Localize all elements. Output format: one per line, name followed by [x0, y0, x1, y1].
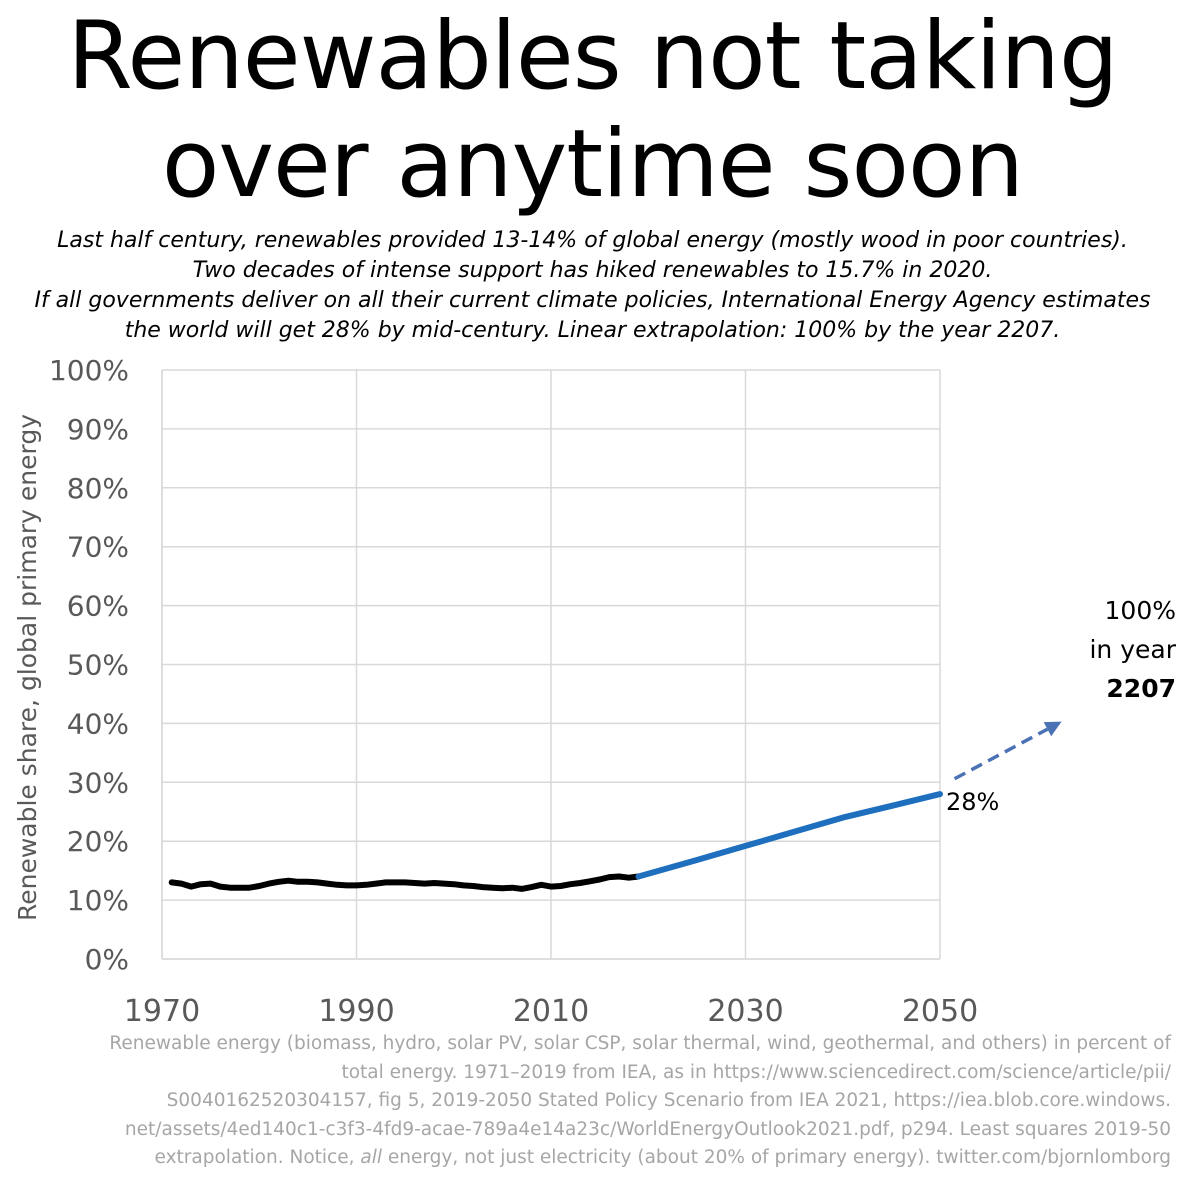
y-tick-label: 40% — [67, 707, 129, 740]
subtitle-line: If all governments deliver on all their … — [34, 288, 1151, 313]
extrapolation-dashed-line — [953, 727, 1049, 781]
subtitle-line: the world will get 28% by mid-century. L… — [124, 318, 1061, 343]
footnote-line: Renewable energy (biomass, hydro, solar … — [109, 1033, 1171, 1054]
footnote-line: extrapolation. Notice, all energy, not j… — [6, 1144, 1171, 1173]
footnote-line: S0040162520304157, fig 5, 2019-2050 Stat… — [166, 1090, 1171, 1111]
y-tick-label: 0% — [85, 943, 129, 976]
y-tick-label: 60% — [67, 590, 129, 623]
chart-title-line-1: Renewables not taking — [67, 2, 1118, 111]
y-tick-label: 30% — [67, 766, 129, 799]
chart-title-line-2: over anytime soon — [161, 110, 1024, 219]
footnote-line: net/assets/4ed140c1-c3f3-4fd9-acae-789a4… — [124, 1118, 1171, 1140]
historical-series-line — [168, 873, 642, 892]
extrapolation-label-line: 100% — [1105, 596, 1176, 625]
footnote-emphasis: all — [360, 1147, 382, 1168]
extrapolation-arrowhead — [1043, 721, 1062, 737]
footnote-text: extrapolation. Notice, — [154, 1147, 361, 1168]
y-tick-label: 20% — [67, 825, 129, 858]
y-tick-label: 50% — [67, 649, 129, 682]
source-footnote: Renewable energy (biomass, hydro, solar … — [6, 1030, 1171, 1173]
subtitle-line: Two decades of intense support has hiked… — [192, 258, 993, 283]
footnote-text: energy, not just electricity (about 20% … — [381, 1147, 1171, 1168]
y-tick-label: 90% — [67, 413, 129, 446]
chart-annotations: 28% 100% in year 2207 — [946, 596, 1177, 816]
y-tick-label: 100% — [49, 355, 129, 387]
line-chart: 0%10%20%30%40%50%60%70%80%90%100% 1970 19… — [13, 355, 1177, 1029]
y-tick-label: 80% — [67, 472, 129, 505]
y-tick-label: 10% — [67, 884, 129, 917]
x-tick-label: 1970 — [124, 994, 200, 1029]
x-tick-label: 2030 — [707, 994, 783, 1029]
x-axis-ticks: 1970 1990 2010 2030 2050 — [124, 994, 978, 1029]
x-tick-label: 2050 — [902, 994, 978, 1029]
chart-gridlines — [161, 369, 941, 960]
y-tick-label: 70% — [67, 531, 129, 564]
chart-series — [168, 721, 1062, 892]
extrapolation-label-line: in year — [1089, 635, 1176, 664]
chart-subtitle: Last half century, renewables provided 1… — [0, 226, 1185, 346]
endpoint-label: 28% — [946, 788, 999, 816]
y-axis-ticks: 0% 10% 20% 30% 40% 50% 60% 70% 80% 90% 100% — [49, 355, 129, 976]
projection-series-line — [635, 791, 943, 880]
subtitle-line: Last half century, renewables provided 1… — [57, 228, 1128, 253]
footnote-line: total energy. 1971–2019 from IEA, as in … — [341, 1061, 1171, 1083]
x-tick-label: 1990 — [318, 994, 394, 1029]
x-tick-label: 2010 — [513, 994, 589, 1029]
extrapolation-label-line: 2207 — [1106, 674, 1176, 703]
y-axis-label: Renewable share, global primary energy — [13, 414, 42, 921]
